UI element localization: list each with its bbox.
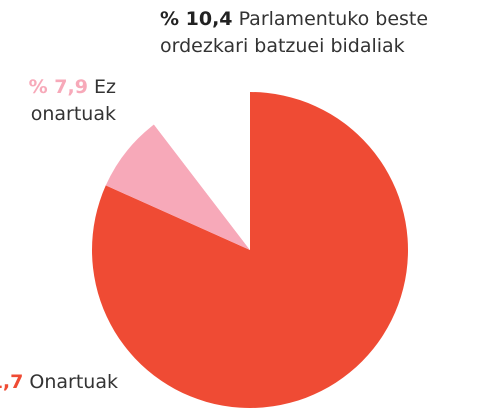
category-label: Onartuak bbox=[29, 371, 118, 393]
pie-slice bbox=[153, 92, 250, 250]
value-label: % 81,7 bbox=[0, 371, 24, 393]
value-label: % 7,9 bbox=[28, 76, 88, 98]
slice-label: % 10,4 Parlamentuko beste ordezkari batz… bbox=[160, 6, 480, 60]
slice-label: % 81,7 Onartuak bbox=[0, 369, 118, 396]
category-label: Ez onartuak bbox=[30, 76, 116, 125]
slice-label: % 7,9 Ez onartuak bbox=[0, 74, 116, 128]
pie-slice bbox=[105, 124, 250, 250]
category-label: Parlamentuko beste ordezkari batzuei bid… bbox=[160, 8, 429, 57]
value-label: % 10,4 bbox=[160, 8, 233, 30]
